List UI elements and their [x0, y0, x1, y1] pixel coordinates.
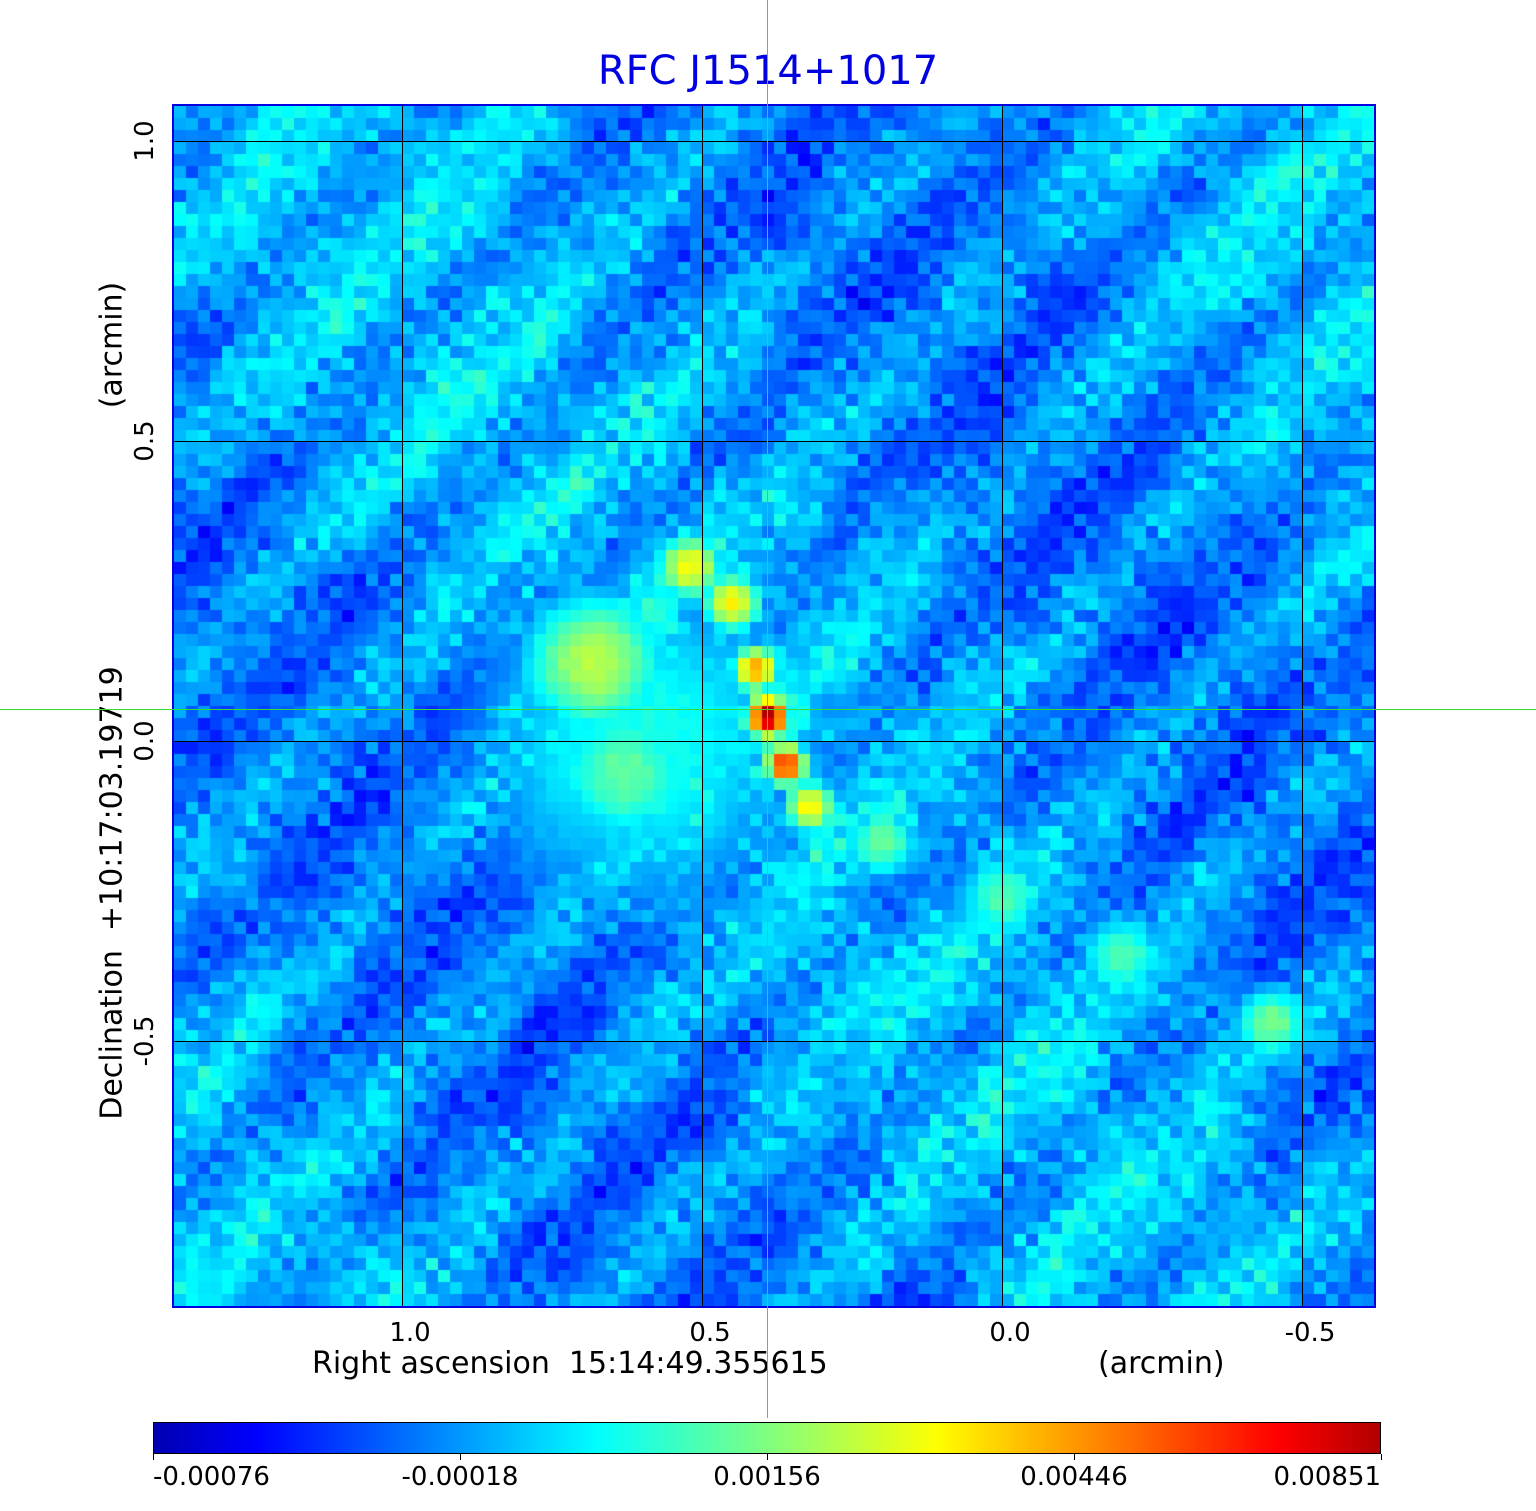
colorbar-tick-mark	[767, 1454, 768, 1460]
crosshair-horizontal	[0, 709, 1536, 710]
grid-line-x	[702, 106, 703, 1306]
colorbar-tick-mark	[1074, 1454, 1075, 1460]
colorbar-tick-label: 0.00446	[1020, 1462, 1128, 1492]
grid-line-y	[174, 140, 1374, 142]
grid-line-x	[1302, 106, 1303, 1306]
y-axis-unit: (arcmin)	[94, 281, 130, 409]
grid-line-x	[1002, 106, 1003, 1306]
chart-title: RFC J1514+1017	[597, 48, 939, 94]
radio-image-heatmap[interactable]	[174, 106, 1374, 1306]
colorbar-tick-mark	[1381, 1454, 1382, 1460]
y-tick-label: 1.0	[130, 120, 160, 162]
colorbar-tick-mark	[460, 1454, 461, 1460]
colorbar-tick-label: 0.00156	[713, 1462, 821, 1492]
x-tick-label: 1.0	[389, 1318, 431, 1348]
colorbar-tick-label: 0.00851	[1273, 1462, 1381, 1492]
x-axis-unit: (arcmin)	[1098, 1346, 1225, 1381]
colorbar-tick-label: -0.00018	[401, 1462, 519, 1492]
grid-line-y	[174, 1040, 1374, 1042]
x-tick-label: -0.5	[1284, 1318, 1336, 1348]
colorbar	[153, 1422, 1381, 1454]
y-tick-label: 0.5	[130, 420, 160, 462]
colorbar-tick-mark	[153, 1454, 154, 1460]
y-axis-label: Declination +10:17:03.19719	[94, 666, 130, 1120]
x-tick-label: 0.0	[989, 1318, 1031, 1348]
x-axis-label: Right ascension 15:14:49.355615	[312, 1346, 828, 1381]
y-tick-label: 0.0	[130, 720, 160, 762]
x-tick-label: 0.5	[689, 1318, 731, 1348]
grid-line-x	[402, 106, 403, 1306]
grid-line-y	[174, 740, 1374, 742]
grid-line-y	[174, 440, 1374, 442]
colorbar-tick-label: -0.00076	[153, 1462, 270, 1492]
y-tick-label: -0.5	[130, 1015, 160, 1067]
